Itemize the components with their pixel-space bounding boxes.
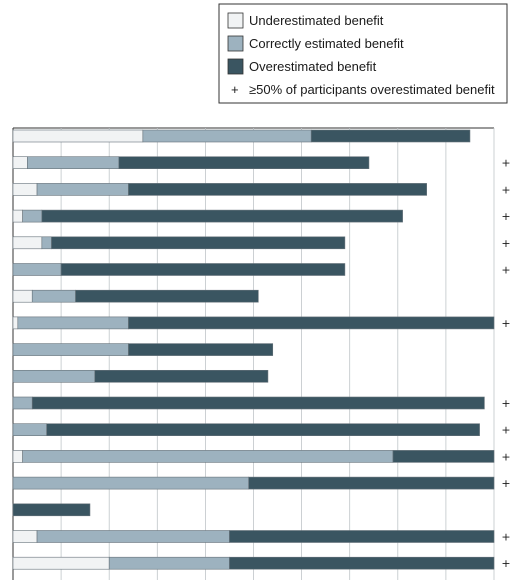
legend-box (218, 3, 508, 104)
bar-segment-underestimated (12, 156, 28, 169)
bar-segment-correct (22, 450, 394, 463)
bar-segment-correct (142, 129, 312, 143)
bar-segment-overestimated (12, 503, 91, 517)
bar-segment-underestimated (12, 236, 43, 250)
legend-plus-symbol: + (231, 82, 239, 97)
bar-segment-underestimated (12, 289, 33, 303)
bar-segment-underestimated (12, 183, 38, 196)
bar-segment-correct (12, 343, 129, 356)
bar-segment-correct (12, 369, 96, 383)
bar-segment-underestimated (12, 129, 144, 143)
bar-segment-overestimated (128, 343, 274, 356)
bar-segment-correct (12, 423, 47, 437)
bar-segment-overestimated (75, 289, 259, 303)
bar-segment-overestimated (118, 156, 370, 169)
bars (12, 129, 495, 570)
bar-segment-overestimated (31, 396, 485, 410)
plus-marker: + (501, 531, 510, 544)
bar-segment-correct (17, 316, 129, 330)
bar-segment-underestimated (12, 316, 19, 330)
plus-marker: + (501, 237, 510, 250)
bar-segment-correct (22, 209, 43, 223)
bar-segment-correct (12, 263, 62, 276)
legend-swatch-correct (227, 35, 244, 52)
legend: Underestimated benefit Correctly estimat… (218, 3, 508, 104)
plus-markers: + + + + + + + + + + + + (501, 157, 510, 571)
bar-segment-overestimated (94, 369, 269, 383)
bar-segment-correct (36, 183, 129, 196)
bar-segment-underestimated (12, 530, 38, 543)
plus-marker: + (501, 157, 510, 170)
bar-segment-correct (27, 156, 120, 169)
bar-segment-overestimated (128, 316, 495, 330)
legend-label-plus: ≥50% of participants overestimated benef… (249, 82, 495, 97)
bar-segment-overestimated (229, 530, 495, 543)
bar-segment-correct (12, 396, 33, 410)
plus-marker: + (501, 264, 510, 277)
bar-segment-overestimated (392, 450, 495, 463)
bar-segment-overestimated (310, 129, 471, 143)
plus-marker: + (501, 317, 510, 330)
bar-segment-overestimated (41, 209, 403, 223)
bar-segment-correct (108, 556, 230, 570)
bar-segment-overestimated (51, 236, 346, 250)
bar-segment-underestimated (12, 450, 23, 463)
legend-label-correct: Correctly estimated benefit (249, 36, 404, 51)
plus-marker: + (501, 397, 510, 410)
plus-marker: + (501, 477, 510, 490)
plus-marker: + (501, 424, 510, 437)
plus-marker: + (501, 450, 510, 463)
legend-label-underestimated: Underestimated benefit (249, 13, 384, 28)
plus-marker: + (501, 557, 510, 570)
bar-segment-overestimated (60, 263, 346, 276)
bar-segment-overestimated (248, 476, 495, 490)
legend-label-overestimated: Overestimated benefit (249, 59, 377, 74)
bar-segment-underestimated (12, 556, 110, 570)
bar-segment-correct (12, 476, 249, 490)
bar-segment-underestimated (12, 209, 23, 223)
plus-marker: + (501, 210, 510, 223)
bar-segment-correct (31, 289, 76, 303)
legend-swatch-overestimated (227, 58, 244, 75)
bar-segment-overestimated (229, 556, 495, 570)
bar-segment-overestimated (46, 423, 480, 437)
plus-marker: + (501, 183, 510, 196)
bar-segment-correct (36, 530, 230, 543)
legend-swatch-underestimated (227, 12, 244, 29)
bar-segment-overestimated (128, 183, 427, 196)
bar-segment-correct (41, 236, 52, 250)
